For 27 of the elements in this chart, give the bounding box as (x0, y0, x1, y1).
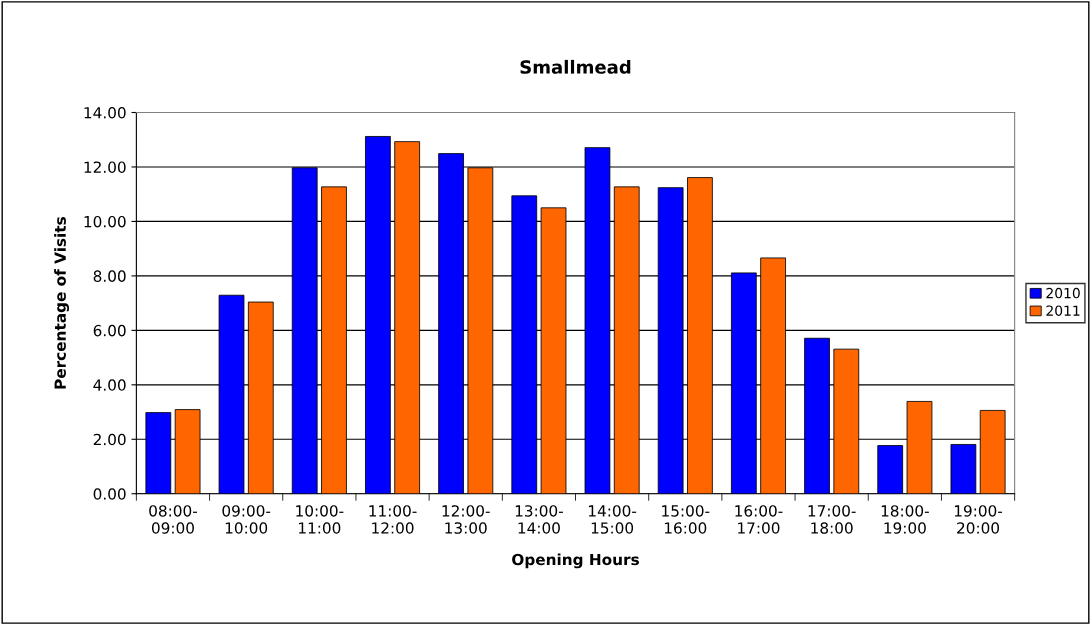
x-tick-label: 18:00-19:00 (881, 505, 929, 534)
x-tick-label: 11:00-12:00 (369, 505, 417, 534)
x-axis-title: Opening Hours (512, 553, 639, 569)
x-tick-label: 12:00-13:00 (442, 505, 490, 534)
x-tick-label: 14:00-15:00 (589, 505, 637, 534)
y-tick-label: 8.00 (93, 270, 126, 282)
chart-title: Smallmead (520, 59, 631, 74)
y-tick-label: 4.00 (93, 379, 126, 391)
x-tick-label: 19:00-20:00 (954, 505, 1003, 534)
bar (950, 444, 977, 494)
legend-label: 2010 (1046, 287, 1080, 299)
y-tick-label: 2.00 (93, 433, 126, 446)
y-tick-label: 0.00 (93, 488, 126, 500)
legend-label: 2011 (1046, 305, 1080, 316)
y-tick-label: 6.00 (93, 324, 126, 337)
x-tick-label: 10:00-11:00 (296, 505, 344, 534)
x-tick-label: 15:00-16:00 (662, 505, 710, 534)
x-tick-label: 09:00-10:00 (222, 505, 271, 534)
bar (877, 445, 904, 494)
x-tick-label: 16:00-17:00 (735, 505, 783, 534)
x-tick-label: 17:00-18:00 (808, 505, 856, 534)
x-tick-label: 13:00-14:00 (515, 505, 563, 534)
y-tick-label: 10.00 (84, 215, 126, 228)
y-tick-label: 12.00 (84, 161, 126, 173)
y-axis-title: Percentage of Visits (54, 217, 70, 389)
x-tick-label: 08:00-09:00 (149, 505, 197, 534)
y-tick-label: 14.00 (84, 106, 126, 119)
